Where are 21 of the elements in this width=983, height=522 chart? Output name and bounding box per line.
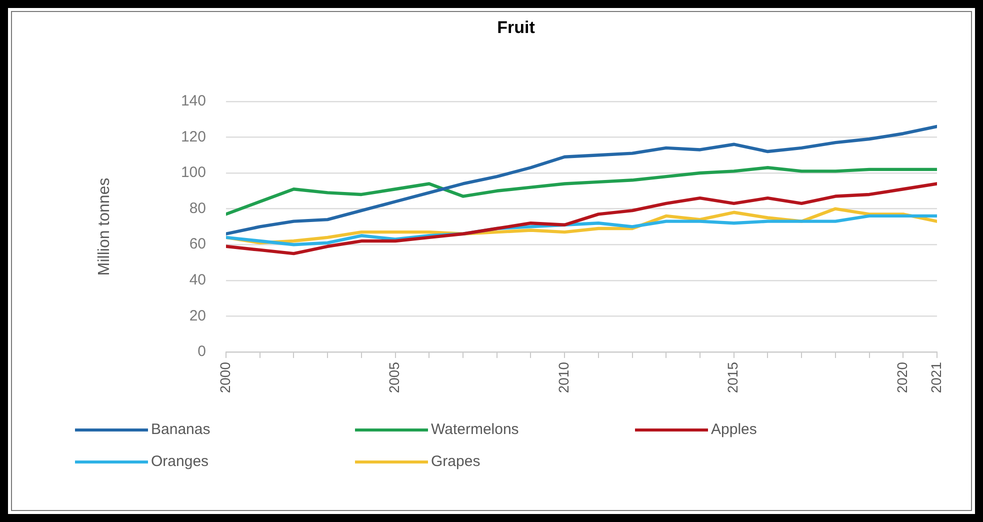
y-tick-label: 100	[180, 164, 206, 182]
legend-label: Grapes	[431, 453, 480, 470]
legend-label: Oranges	[151, 453, 209, 470]
legend-label: Watermelons	[431, 421, 519, 438]
x-tick-label: 2005	[386, 362, 402, 394]
y-tick-label: 60	[189, 236, 206, 253]
x-tick-label: 2010	[555, 362, 572, 394]
y-tick-label: 0	[198, 343, 206, 360]
y-tick-label: 140	[180, 92, 206, 110]
y-tick-label: 120	[180, 128, 206, 146]
legend-label: Apples	[711, 421, 757, 438]
legend-label: Bananas	[151, 421, 210, 438]
y-tick-label: 20	[189, 307, 206, 324]
x-tick-label: 2021	[928, 362, 944, 394]
y-tick-label: 80	[189, 200, 206, 217]
x-tick-label: 2015	[724, 362, 741, 394]
x-tick-label: 2020	[894, 362, 910, 394]
y-tick-label: 40	[189, 272, 206, 289]
y-axis-title: Million tonnes	[96, 178, 114, 276]
x-tick-label: 2000	[216, 362, 233, 394]
chart-title: Fruit	[497, 18, 536, 37]
